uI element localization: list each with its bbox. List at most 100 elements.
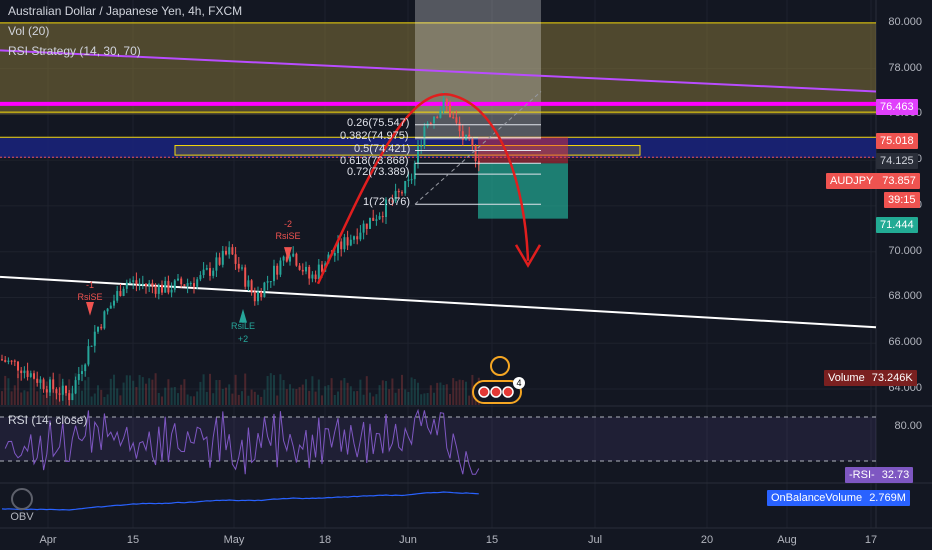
- event-marker-count[interactable]: 4: [513, 377, 525, 389]
- candle-body: [29, 373, 32, 377]
- volume-bar: [465, 381, 467, 405]
- volume-bar: [410, 377, 413, 405]
- candle-body: [7, 360, 10, 362]
- volume-bar: [199, 381, 202, 405]
- rsi-line: [4, 408, 480, 475]
- candle-body: [404, 180, 407, 194]
- volume-value: 73.246K: [871, 372, 913, 384]
- volume-bar: [52, 386, 55, 405]
- indicator-strategy-legend[interactable]: RSI Strategy (14, 30, 70): [8, 44, 141, 58]
- candle-body: [410, 179, 413, 181]
- candle-body: [4, 360, 7, 362]
- candle-body: [157, 284, 160, 294]
- volume-bar: [42, 394, 45, 405]
- candle-body: [289, 256, 291, 262]
- candle-body: [77, 373, 80, 381]
- candle-body: [365, 223, 368, 229]
- candle-body: [276, 265, 279, 275]
- candle-body: [129, 281, 131, 283]
- volume-bar: [404, 389, 407, 405]
- volume-bar: [369, 392, 371, 405]
- volume-bar: [433, 392, 435, 405]
- drawing-overlay: [86, 91, 542, 404]
- volume-bar: [125, 375, 128, 405]
- obv-logo-icon: [11, 488, 33, 510]
- volume-bar: [455, 381, 458, 405]
- candle-body: [173, 280, 176, 290]
- candle-body: [33, 373, 35, 379]
- highlight-box: [174, 145, 641, 156]
- candle-body: [20, 370, 23, 374]
- candle-body: [196, 279, 199, 287]
- candle-body: [465, 134, 467, 140]
- obv-value: 2.769M: [869, 492, 906, 504]
- volume-bar: [269, 373, 272, 405]
- volume-bar: [250, 389, 253, 405]
- candle-body: [183, 284, 186, 286]
- time-tick: Aug: [777, 534, 797, 546]
- candle-body: [295, 253, 298, 266]
- candle-body: [161, 284, 163, 293]
- volume-bar: [253, 391, 256, 405]
- trend-line-white: [0, 275, 877, 329]
- time-tick: 17: [864, 534, 878, 546]
- volume-bar: [39, 381, 42, 405]
- time-tick: Apr: [39, 534, 57, 546]
- indicator-vol-legend[interactable]: Vol (20): [8, 24, 50, 38]
- candle-body: [113, 300, 115, 306]
- volume-bar: [417, 382, 419, 405]
- volume-label: Volume: [828, 372, 865, 384]
- volume-bar: [116, 388, 119, 405]
- volume-bar: [205, 391, 208, 405]
- candle-body: [468, 134, 471, 139]
- volume-bar: [13, 385, 16, 405]
- candle-body: [385, 199, 387, 217]
- candle-body: [253, 291, 256, 302]
- volume-bar: [164, 387, 167, 405]
- candle-body: [337, 241, 339, 254]
- candle-body: [340, 241, 343, 250]
- volume-bar: [145, 383, 147, 405]
- candle-body: [84, 364, 87, 372]
- candle-body: [225, 250, 227, 255]
- candle-body: [244, 267, 247, 287]
- signal-prefix: -1: [85, 280, 95, 290]
- volume-bar: [378, 385, 381, 405]
- volume-bar: [189, 396, 192, 405]
- candle-body: [241, 267, 243, 269]
- fib-level-label: 0.618(73.868): [340, 155, 409, 168]
- volume-bar: [151, 379, 154, 405]
- time-tick: Jun: [399, 534, 417, 546]
- symbol-title[interactable]: Australian Dollar / Japanese Yen, 4h, FX…: [8, 4, 243, 18]
- volume-bar: [196, 391, 199, 405]
- volume-bar: [90, 396, 93, 405]
- candle-body: [100, 326, 103, 329]
- candle-body: [135, 280, 138, 285]
- candle-body: [58, 393, 61, 395]
- volume-bar: [365, 376, 368, 405]
- candle-body: [87, 346, 90, 365]
- volume-bar: [439, 382, 442, 405]
- volume-bar: [308, 390, 311, 405]
- rsi-legend[interactable]: RSI (14, close): [8, 413, 88, 427]
- volume-bar: [298, 387, 301, 405]
- volume-bar: [397, 388, 400, 405]
- volume-bar: [228, 384, 231, 405]
- candle-body: [65, 385, 67, 394]
- short-signal-arrow: [284, 247, 292, 261]
- candle-body: [132, 280, 135, 282]
- volume-bar: [314, 391, 317, 405]
- volume-bar: [100, 389, 103, 405]
- volume-bar: [349, 386, 352, 405]
- volume-bar: [225, 387, 227, 405]
- volume-bar: [36, 391, 39, 405]
- candle-body: [103, 311, 106, 329]
- volume-bar: [241, 391, 243, 405]
- candle-body: [433, 116, 435, 124]
- candlestick-series: [1, 91, 480, 406]
- volume-bar: [375, 394, 378, 405]
- volume-bar: [129, 375, 131, 405]
- volume-bar: [285, 389, 288, 405]
- volume-bar: [7, 378, 10, 405]
